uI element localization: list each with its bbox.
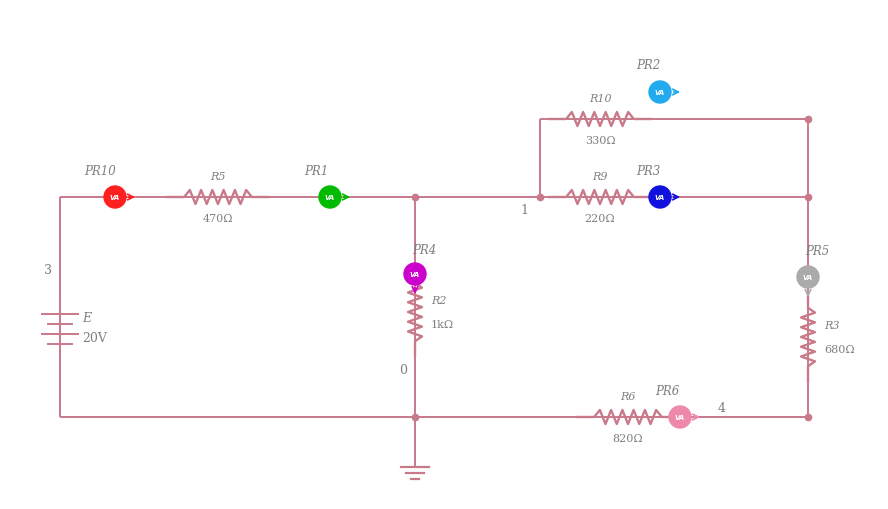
Text: 20V: 20V: [82, 331, 107, 344]
Text: VA: VA: [110, 194, 120, 201]
Text: R6: R6: [620, 391, 636, 401]
Text: 820Ω: 820Ω: [613, 433, 643, 443]
Circle shape: [104, 187, 126, 209]
Text: 1: 1: [520, 203, 528, 216]
Text: R2: R2: [431, 295, 447, 305]
Text: R5: R5: [210, 172, 226, 182]
Text: 4: 4: [718, 401, 726, 414]
Text: R9: R9: [592, 172, 607, 182]
Text: 330Ω: 330Ω: [584, 136, 615, 146]
Circle shape: [319, 187, 341, 209]
Text: PR4: PR4: [412, 243, 436, 257]
Text: VA: VA: [325, 194, 335, 201]
Text: 0: 0: [399, 363, 407, 376]
Text: PR2: PR2: [636, 59, 660, 72]
Circle shape: [669, 406, 691, 428]
Text: E: E: [82, 311, 91, 324]
Text: VA: VA: [654, 194, 665, 201]
Text: R10: R10: [589, 94, 611, 104]
Text: PR10: PR10: [84, 165, 115, 178]
Text: VA: VA: [675, 414, 686, 420]
Text: R3: R3: [824, 320, 839, 330]
Text: 470Ω: 470Ω: [202, 214, 234, 223]
Text: PR6: PR6: [654, 384, 679, 397]
Text: PR3: PR3: [636, 165, 660, 178]
Circle shape: [404, 264, 426, 286]
Text: PR1: PR1: [304, 165, 329, 178]
Text: 220Ω: 220Ω: [584, 214, 615, 223]
Text: VA: VA: [654, 90, 665, 96]
Text: 1kΩ: 1kΩ: [431, 319, 454, 329]
Circle shape: [797, 267, 819, 289]
Circle shape: [649, 82, 671, 104]
Text: 680Ω: 680Ω: [824, 344, 854, 354]
Text: VA: VA: [803, 274, 813, 280]
Text: 3: 3: [44, 263, 52, 276]
Text: PR5: PR5: [805, 244, 829, 258]
Circle shape: [649, 187, 671, 209]
Text: VA: VA: [410, 271, 420, 277]
